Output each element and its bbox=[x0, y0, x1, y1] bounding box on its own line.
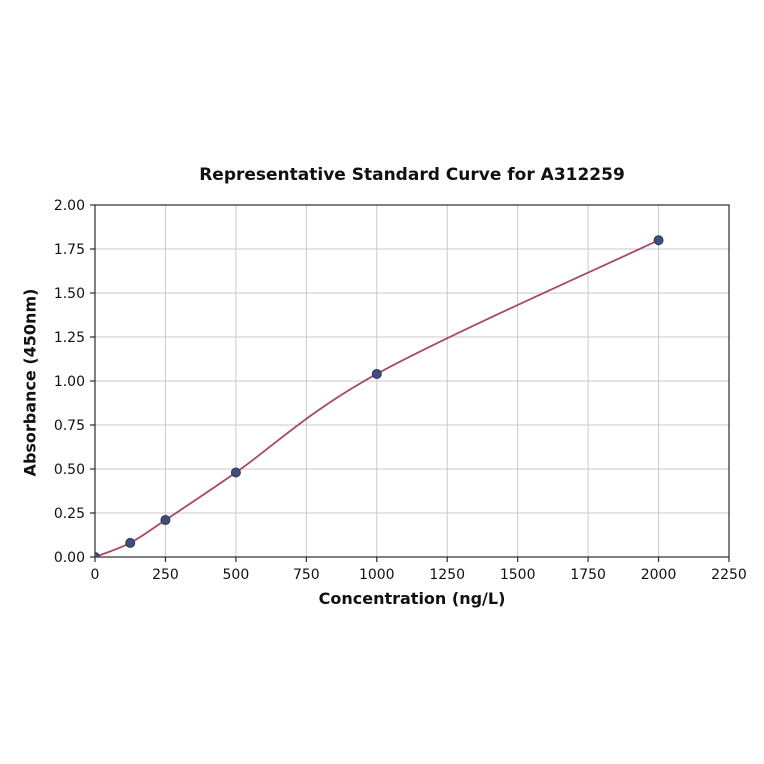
x-tick-label: 1750 bbox=[570, 567, 606, 583]
x-tick-label: 0 bbox=[91, 567, 100, 583]
data-point-marker bbox=[160, 515, 171, 526]
x-tick-label: 1000 bbox=[359, 567, 395, 583]
y-tick-label: 1.00 bbox=[54, 374, 85, 390]
chart-title: Representative Standard Curve for A31225… bbox=[199, 165, 625, 185]
y-tick-label: 1.25 bbox=[54, 330, 85, 346]
x-tick-label: 2250 bbox=[711, 567, 747, 583]
y-tick-label: 0.75 bbox=[54, 418, 85, 434]
x-tick-label: 750 bbox=[293, 567, 320, 583]
y-tick-label: 0.50 bbox=[54, 462, 85, 478]
x-tick-label: 500 bbox=[223, 567, 250, 583]
x-tick-label: 2000 bbox=[641, 567, 677, 583]
y-tick-label: 0.00 bbox=[54, 550, 85, 566]
y-tick-label: 2.00 bbox=[54, 198, 85, 214]
data-point-marker bbox=[95, 552, 100, 557]
x-axis-label: Concentration (ng/L) bbox=[318, 589, 506, 608]
x-tick-label: 250 bbox=[152, 567, 179, 583]
data-point-marker bbox=[230, 467, 241, 478]
data-point-marker bbox=[653, 235, 664, 246]
y-tick-label: 1.75 bbox=[54, 242, 85, 258]
data-point-marker bbox=[125, 537, 136, 548]
y-tick-label: 1.50 bbox=[54, 286, 85, 302]
x-tick-label: 1500 bbox=[500, 567, 536, 583]
y-axis-label: Absorbance (450nm) bbox=[20, 288, 40, 477]
data-point-marker bbox=[371, 368, 382, 379]
x-tick-label: 1250 bbox=[429, 567, 465, 583]
y-tick-label: 0.25 bbox=[54, 506, 85, 522]
